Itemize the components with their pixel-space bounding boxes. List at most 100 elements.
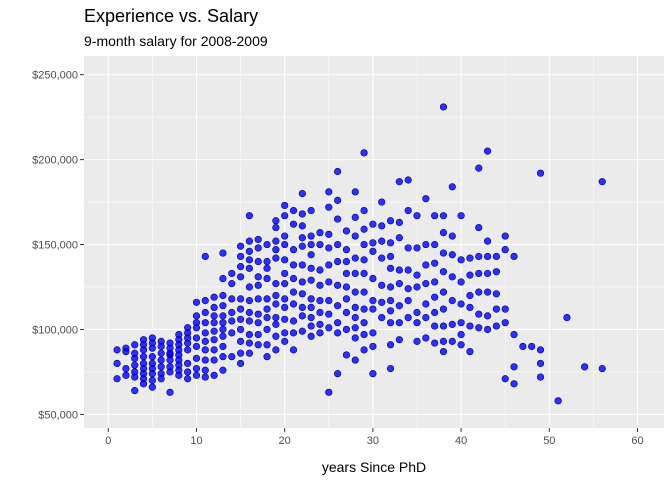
data-point	[228, 295, 236, 303]
data-point	[404, 313, 412, 322]
data-point	[378, 298, 386, 306]
data-point	[386, 264, 395, 272]
data-point	[439, 305, 448, 313]
data-point	[236, 349, 245, 357]
data-point	[281, 295, 289, 303]
data-point	[351, 254, 359, 262]
y-tick-label: $50,000	[38, 409, 78, 421]
data-point	[422, 300, 430, 308]
data-point	[369, 247, 377, 255]
data-point	[148, 383, 156, 391]
data-point	[219, 302, 227, 310]
data-point	[139, 346, 148, 354]
data-point	[289, 346, 298, 354]
data-point	[483, 312, 492, 320]
data-point	[122, 371, 130, 379]
data-point	[342, 308, 351, 317]
data-point	[210, 356, 218, 364]
data-point	[254, 341, 262, 349]
data-point	[378, 222, 386, 230]
data-point	[422, 334, 430, 342]
data-point	[413, 337, 421, 345]
data-point	[510, 252, 518, 261]
data-point	[492, 252, 500, 261]
data-point	[334, 215, 342, 223]
data-point	[210, 327, 218, 335]
data-point	[272, 320, 280, 328]
data-point	[563, 313, 571, 322]
data-point	[166, 349, 174, 357]
x-axis-title: years Since PhD	[322, 459, 426, 475]
data-point	[457, 300, 465, 308]
data-point	[325, 188, 333, 196]
data-point	[289, 317, 298, 325]
data-point	[360, 149, 368, 157]
data-point	[351, 288, 359, 296]
data-point	[598, 364, 606, 373]
data-point	[386, 341, 395, 349]
data-point	[192, 334, 201, 342]
data-point	[263, 353, 271, 361]
data-point	[492, 305, 500, 313]
data-point	[360, 206, 368, 215]
data-point	[281, 232, 289, 240]
data-point	[422, 280, 430, 288]
data-point	[448, 320, 456, 328]
data-point	[536, 359, 545, 368]
data-point	[404, 266, 412, 274]
data-point	[492, 268, 500, 276]
data-point	[289, 246, 298, 254]
x-tick-label: 20	[279, 435, 291, 447]
data-point	[272, 346, 280, 354]
data-point	[254, 310, 262, 318]
x-tick-label: 30	[367, 435, 379, 447]
data-point	[272, 280, 280, 288]
data-point	[483, 237, 492, 245]
data-point	[281, 201, 289, 210]
data-point	[281, 303, 289, 311]
data-point	[413, 308, 421, 317]
data-point	[236, 359, 245, 368]
data-point	[298, 327, 306, 335]
data-point	[519, 342, 527, 351]
data-point	[192, 324, 201, 332]
data-point	[395, 302, 403, 310]
data-point	[228, 329, 236, 337]
data-point	[219, 332, 227, 340]
x-tick-label: 40	[455, 435, 467, 447]
data-point	[245, 283, 253, 291]
data-point	[360, 305, 368, 313]
data-point	[184, 368, 192, 376]
data-point	[510, 363, 518, 371]
data-point	[210, 319, 218, 327]
data-point	[254, 295, 262, 303]
data-point	[360, 288, 368, 296]
data-point	[475, 324, 483, 332]
chart-title: Experience vs. Salary	[84, 6, 259, 26]
data-point	[281, 256, 289, 264]
data-point	[475, 288, 483, 296]
data-point	[334, 319, 342, 327]
data-point	[342, 295, 351, 303]
data-point	[281, 280, 289, 288]
data-point	[131, 387, 139, 395]
data-point	[422, 313, 430, 322]
data-point	[219, 319, 227, 327]
data-point	[281, 315, 289, 323]
data-point	[475, 252, 483, 261]
data-point	[210, 293, 218, 301]
data-point	[386, 283, 395, 291]
data-point	[210, 346, 218, 354]
data-point	[378, 281, 386, 289]
data-point	[386, 297, 395, 305]
data-point	[228, 280, 236, 288]
data-point	[245, 308, 253, 317]
data-point	[342, 246, 351, 254]
data-point	[272, 246, 280, 254]
data-point	[448, 183, 456, 191]
data-point	[360, 346, 368, 354]
data-point	[245, 264, 253, 272]
data-point	[254, 330, 262, 339]
data-point	[254, 257, 262, 266]
data-point	[501, 305, 509, 313]
